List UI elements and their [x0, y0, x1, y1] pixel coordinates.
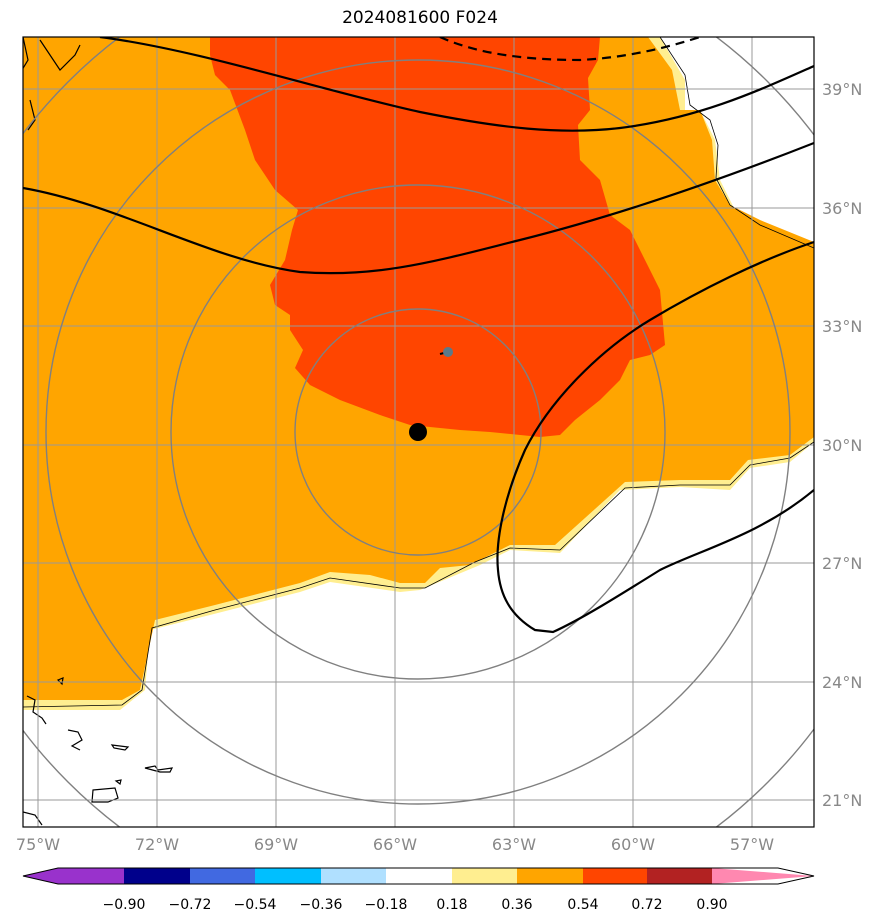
colorbar-tick: 0.90 [696, 897, 727, 913]
colorbar-segment [452, 868, 517, 884]
colorbar-tick: −0.90 [103, 897, 146, 913]
lon-label: 63°W [492, 835, 536, 854]
lon-labels: 75°W 72°W 69°W 66°W 63°W 60°W 57°W [16, 835, 774, 854]
map-title: 2024081600 F024 [342, 8, 498, 28]
lat-label: 30°N [822, 436, 862, 455]
lat-label: 24°N [822, 673, 862, 692]
colorbar-tick: 0.18 [436, 897, 467, 913]
colorbar-segment [386, 868, 452, 884]
colorbar-segment [58, 868, 124, 884]
colorbar-tick: −0.72 [169, 897, 212, 913]
colorbar-segment [517, 868, 583, 884]
storm-center-marker [409, 423, 427, 441]
colorbar-segment [712, 868, 814, 884]
lat-label: 33°N [822, 317, 862, 336]
colorbar-segment [23, 868, 58, 884]
colorbar-segment [647, 868, 712, 884]
coastline [659, 37, 814, 249]
colorbar-tick: −0.36 [300, 897, 343, 913]
colorbar-tick: 0.36 [501, 897, 532, 913]
colorbar-segment [255, 868, 321, 884]
lon-label: 69°W [254, 835, 298, 854]
lat-label: 36°N [822, 199, 862, 218]
fill-region-red-orange [210, 37, 665, 437]
colorbar-segment [583, 868, 647, 884]
colorbar-outline [22, 867, 815, 885]
colorbar-segment [190, 868, 255, 884]
islands [23, 37, 174, 826]
lat-label: 21°N [822, 791, 862, 810]
colorbar-tick: 0.54 [567, 897, 598, 913]
colorbar-tick: −0.18 [365, 897, 408, 913]
map-frame [22, 36, 815, 828]
lat-labels: 39°N 36°N 33°N 30°N 27°N 24°N 21°N [822, 80, 862, 810]
lon-label: 75°W [16, 835, 60, 854]
lon-label: 66°W [373, 835, 417, 854]
lon-label: 60°W [611, 835, 655, 854]
colorbar-segment [124, 868, 190, 884]
secondary-marker [443, 347, 453, 357]
lat-label: 39°N [822, 80, 862, 99]
colorbar-segment [321, 868, 386, 884]
lat-label: 27°N [822, 554, 862, 573]
colorbar-tick: −0.54 [234, 897, 277, 913]
colorbar: −0.90 −0.72 −0.54 −0.36 −0.18 0.18 0.36 … [22, 867, 815, 913]
contour-lines [23, 37, 814, 634]
coastline-south [23, 441, 814, 708]
colorbar-tick: 0.72 [631, 897, 662, 913]
lon-label: 57°W [730, 835, 774, 854]
lon-label: 72°W [135, 835, 179, 854]
gridlines [23, 37, 814, 827]
